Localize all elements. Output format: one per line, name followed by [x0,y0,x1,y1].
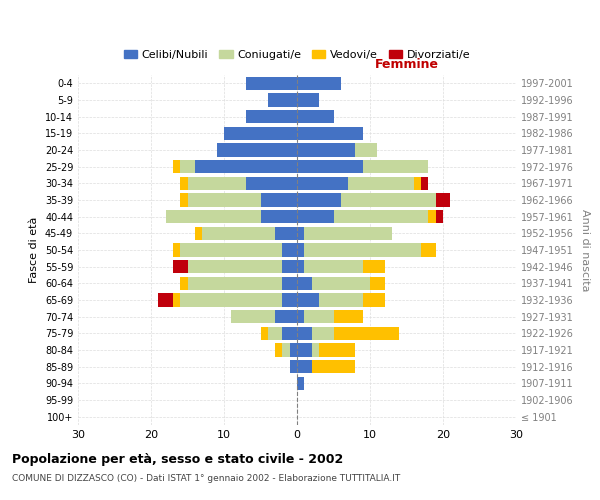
Bar [283,344,290,356]
Bar [217,144,297,156]
Bar [311,344,319,356]
Bar [232,310,275,324]
Bar [202,226,275,240]
Bar [173,160,180,173]
Bar [246,110,297,124]
Bar [297,294,319,306]
Bar [246,76,297,90]
Bar [311,326,334,340]
Bar [173,244,180,256]
Y-axis label: Fasce di età: Fasce di età [29,217,39,283]
Bar [246,176,297,190]
Bar [341,194,436,206]
Bar [421,176,428,190]
Bar [297,310,304,324]
Bar [297,110,334,124]
Bar [297,76,341,90]
Bar [348,176,414,190]
Bar [297,160,362,173]
Bar [187,276,283,290]
Bar [290,344,297,356]
Bar [187,260,283,274]
Bar [260,194,297,206]
Y-axis label: Anni di nascita: Anni di nascita [580,209,590,291]
Text: Popolazione per età, sesso e stato civile - 2002: Popolazione per età, sesso e stato civil… [12,452,343,466]
Bar [436,210,443,224]
Bar [362,160,428,173]
Bar [290,360,297,374]
Bar [297,176,348,190]
Bar [297,326,311,340]
Bar [283,326,297,340]
Bar [297,144,355,156]
Bar [311,276,370,290]
Bar [283,294,297,306]
Bar [283,260,297,274]
Bar [297,276,311,290]
Bar [436,194,450,206]
Bar [260,210,297,224]
Bar [275,344,283,356]
Bar [180,276,187,290]
Bar [275,226,297,240]
Bar [362,294,385,306]
Bar [195,160,297,173]
Bar [304,226,392,240]
Bar [187,176,246,190]
Bar [319,344,355,356]
Bar [334,210,428,224]
Bar [268,94,297,106]
Text: COMUNE DI DIZZASCO (CO) - Dati ISTAT 1° gennaio 2002 - Elaborazione TUTTITALIA.I: COMUNE DI DIZZASCO (CO) - Dati ISTAT 1° … [12,474,400,483]
Bar [180,244,283,256]
Bar [414,176,421,190]
Bar [187,194,260,206]
Bar [334,310,362,324]
Bar [297,376,304,390]
Bar [166,210,260,224]
Bar [334,326,399,340]
Bar [180,160,195,173]
Bar [370,276,385,290]
Bar [268,326,283,340]
Legend: Celibi/Nubili, Coniugati/e, Vedovi/e, Divorziati/e: Celibi/Nubili, Coniugati/e, Vedovi/e, Di… [119,46,475,64]
Bar [180,294,283,306]
Bar [304,310,334,324]
Bar [355,144,377,156]
Bar [297,126,362,140]
Bar [283,276,297,290]
Text: Femmine: Femmine [374,58,439,71]
Bar [260,326,268,340]
Bar [224,126,297,140]
Bar [297,260,304,274]
Bar [297,210,334,224]
Bar [180,194,187,206]
Bar [297,360,311,374]
Bar [297,226,304,240]
Bar [195,226,202,240]
Bar [297,344,311,356]
Bar [158,294,173,306]
Bar [180,176,187,190]
Bar [304,244,421,256]
Bar [421,244,436,256]
Bar [319,294,362,306]
Bar [297,94,319,106]
Bar [311,360,355,374]
Bar [275,310,297,324]
Bar [173,260,187,274]
Bar [297,194,341,206]
Bar [173,294,180,306]
Bar [304,260,362,274]
Bar [428,210,436,224]
Bar [297,244,304,256]
Bar [362,260,385,274]
Bar [283,244,297,256]
